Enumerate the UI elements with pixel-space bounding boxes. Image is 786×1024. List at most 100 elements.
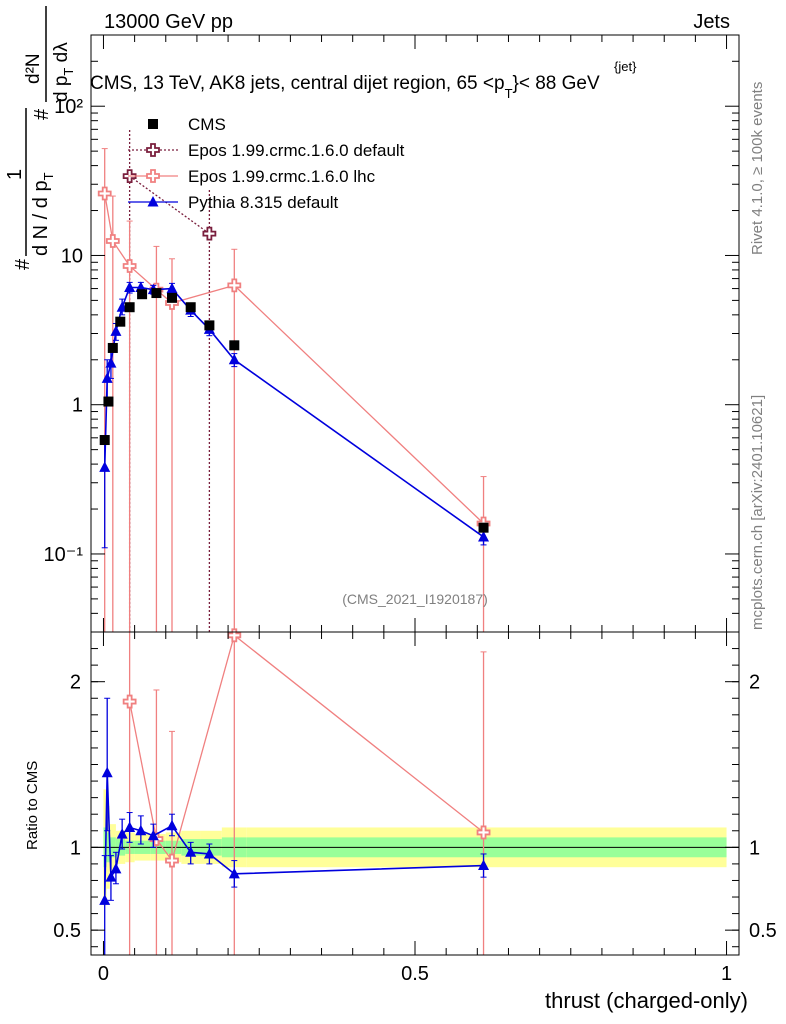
legend-label-cms: CMS — [188, 115, 226, 134]
ylabel-den-text: d N / d p — [30, 180, 52, 256]
title-sup: {jet} — [614, 59, 637, 74]
main-point-cms — [137, 289, 148, 300]
ylabel-right-den-text: d p — [51, 76, 72, 102]
main-point-pythia — [105, 357, 117, 368]
ratio-point-pythia — [228, 867, 240, 879]
main-point-epos_lhc — [105, 234, 120, 248]
main-y-label: # 1 d N / d pT # d²N d pT dλ — [4, 6, 76, 270]
main-point-cms — [151, 288, 162, 299]
x-axis-label: thrust (charged-only) — [545, 988, 748, 1013]
main-point-pythia — [166, 282, 178, 294]
ratio-point-pythia — [110, 862, 122, 874]
ratio-y-tick-label: 2 — [70, 672, 81, 694]
main-point-pythia — [101, 372, 113, 383]
ylabel-den-sub: T — [41, 172, 56, 180]
title-end: }< 88 GeV — [513, 73, 600, 94]
main-point-epos_lhc — [97, 186, 112, 201]
process-label: Jets — [693, 11, 730, 33]
main-line-epos_lhc — [104, 193, 484, 524]
ratio-uncertainty-bands — [91, 789, 739, 906]
ratio-y-tick-label: 0.5 — [53, 920, 81, 942]
x-tick-label: 0 — [98, 963, 109, 985]
ratio-point-pythia — [203, 847, 215, 859]
ylabel-right-den-sub: T — [61, 68, 76, 76]
main-series-pythia — [99, 281, 490, 549]
ratio-point-epos_lhc — [227, 628, 242, 643]
legend-label-pythia: Pythia 8.315 default — [188, 193, 339, 212]
main-point-pythia — [228, 353, 240, 365]
main-point-cms — [103, 396, 114, 407]
legend-marker-epos_lhc — [146, 169, 160, 183]
ratio-y-tick-label-right: 2 — [749, 672, 760, 694]
ratio-line-epos_lhc — [128, 634, 484, 863]
ratio-point-pythia — [185, 846, 197, 857]
ratio-point-pythia — [99, 894, 111, 905]
main-point-cms — [124, 302, 135, 313]
ylabel-hash-2: # — [31, 108, 53, 120]
ratio-point-pythia — [135, 824, 147, 836]
ylabel-num: 1 — [4, 169, 26, 180]
ylabel-hash-1: # — [12, 258, 34, 270]
legend-label-epos_default: Epos 1.99.crmc.1.6.0 default — [188, 141, 405, 160]
ylabel-right-num: d²N — [23, 53, 44, 84]
ratio-plot-frame — [90, 631, 740, 956]
ratio-y-label: Ratio to CMS — [24, 761, 41, 850]
legend-marker-cms — [148, 119, 158, 129]
ratio-point-pythia — [116, 828, 128, 839]
ratio-series-epos_lhc — [122, 628, 491, 956]
axes: 10⁻¹ 1 10 10² 0.5 0.5 1 1 2 2 0 0.5 1 — [44, 35, 777, 985]
mcplots-credit-text: mcplots.cern.ch [arXiv:2401.10621] — [749, 395, 766, 630]
rivet-version-text: Rivet 4.1.0, ≥ 100k events — [749, 82, 766, 255]
main-point-cms — [185, 302, 196, 313]
ratio-point-pythia — [478, 859, 490, 871]
main-y-tick-label: 10 — [61, 245, 83, 267]
x-tick-label: 0.5 — [401, 963, 429, 985]
ratio-y-tick-label-right: 0.5 — [749, 920, 777, 942]
main-y-tick-label: 1 — [72, 395, 83, 417]
ylabel-right-den: d pT dλ — [51, 42, 76, 102]
main-point-cms — [478, 522, 489, 533]
legend-label-epos_lhc: Epos 1.99.crmc.1.6.0 lhc — [188, 167, 376, 186]
main-point-pythia — [110, 325, 122, 336]
main-point-cms — [107, 342, 118, 353]
plot-title: CMS, 13 TeV, AK8 jets, central dijet reg… — [90, 73, 600, 101]
main-point-cms — [167, 292, 177, 303]
title-main: CMS, 13 TeV, AK8 jets, central dijet reg… — [90, 73, 505, 94]
main-point-cms — [204, 320, 215, 331]
main-point-pythia — [478, 530, 490, 542]
ratio-point-pythia — [166, 819, 178, 831]
legend-marker-pythia — [147, 196, 159, 207]
ratio-y-tick-label: 1 — [70, 837, 81, 859]
legend-marker-epos_default — [146, 143, 160, 157]
main-series-cms — [99, 288, 489, 533]
ratio-point-epos_lhc — [165, 853, 179, 868]
x-tick-label: 1 — [721, 963, 732, 985]
main-point-epos_lhc — [122, 259, 137, 273]
main-series-epos_lhc — [97, 148, 491, 633]
ratio-y-tick-label-right: 1 — [749, 837, 760, 859]
ratio-series-pythia — [99, 697, 490, 956]
main-point-cms — [99, 435, 110, 446]
analysis-id: (CMS_2021_I1920187) — [342, 591, 488, 607]
title-sub: T — [505, 86, 513, 101]
ratio-point-pythia — [105, 871, 117, 882]
main-point-pythia — [99, 461, 111, 472]
main-line-epos_default — [129, 175, 210, 235]
ylabel-den: d N / d pT — [30, 172, 56, 256]
main-point-cms — [229, 340, 240, 351]
main-line-pythia — [103, 286, 485, 538]
ylabel-right-den-end: dλ — [51, 42, 72, 68]
main-point-pythia — [124, 281, 136, 292]
main-point-epos_default — [202, 226, 217, 241]
legend: CMS Epos 1.99.crmc.1.6.0 default Epos 1.99… — [128, 115, 405, 212]
ratio-point-pythia — [124, 821, 136, 832]
main-point-epos_lhc — [227, 278, 242, 293]
ratio-point-epos_lhc — [122, 694, 137, 709]
main-point-cms — [115, 316, 126, 327]
main-y-tick-label: 10² — [54, 96, 83, 118]
main-series-epos_default — [122, 129, 217, 632]
ratio-point-pythia — [147, 829, 159, 841]
ratio-point-epos_lhc — [476, 825, 491, 840]
main-y-tick-label: 10⁻¹ — [44, 544, 84, 566]
